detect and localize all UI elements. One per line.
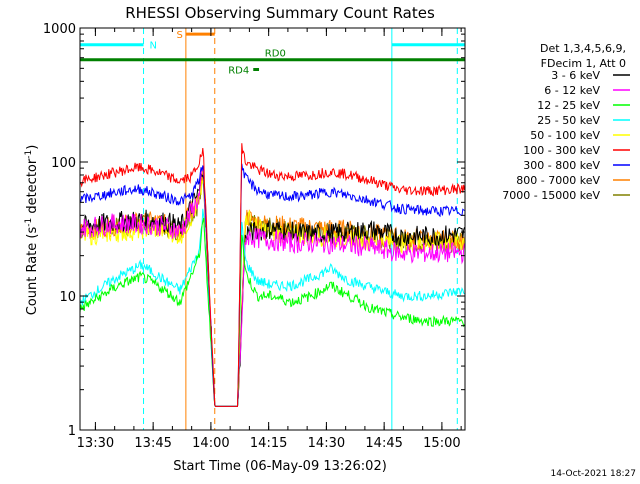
y-axis-label-end: ) bbox=[25, 145, 40, 150]
legend-label-1: 6 - 12 keV bbox=[544, 84, 600, 97]
flag-label-rd0: RD0 bbox=[265, 49, 286, 60]
legend-label-0: 3 - 6 keV bbox=[551, 69, 600, 82]
series-line-1 bbox=[79, 166, 465, 407]
flag-label-rd4: RD4 bbox=[228, 66, 249, 77]
y-axis-label-sup1: -1 bbox=[24, 218, 34, 227]
series-line-5 bbox=[79, 143, 465, 407]
x-tick-label-4: 14:30 bbox=[308, 436, 345, 451]
legend-label-6: 300 - 800 keV bbox=[523, 159, 600, 172]
legend-label-3: 25 - 50 keV bbox=[537, 114, 600, 127]
chart-title: RHESSI Observing Summary Count Rates bbox=[125, 4, 435, 22]
y-tick-label-0: 1 bbox=[68, 424, 76, 439]
y-axis-label: Count Rate (s-1 detector-1) bbox=[24, 145, 40, 316]
legend-label-5: 100 - 300 keV bbox=[523, 144, 600, 157]
series-line-2 bbox=[79, 217, 465, 407]
footer-timestamp: 14-Oct-2021 18:27 bbox=[551, 469, 636, 479]
legend-header-1: FDecim 1, Att 0 bbox=[541, 57, 626, 70]
legend-label-2: 12 - 25 keV bbox=[537, 99, 600, 112]
legend-header-0: Det 1,3,4,5,6,9, bbox=[540, 42, 626, 55]
flag-label-n: N bbox=[150, 41, 157, 52]
y-axis-label-main: Count Rate (s bbox=[25, 227, 40, 316]
y-tick-label-1: 10 bbox=[59, 290, 76, 305]
legend-label-4: 50 - 100 keV bbox=[530, 129, 600, 142]
x-tick-label-6: 15:00 bbox=[423, 436, 460, 451]
y-axis-label-sup2: -1 bbox=[24, 150, 34, 159]
legend-label-7: 800 - 7000 keV bbox=[516, 174, 600, 187]
x-tick-label-2: 14:00 bbox=[192, 436, 229, 451]
flag-label-s: S bbox=[177, 30, 183, 41]
y-axis-label-mid: detector bbox=[25, 158, 40, 218]
y-tick-label-2: 100 bbox=[51, 156, 76, 171]
y-tick-label-3: 1000 bbox=[43, 22, 76, 37]
x-tick-label-3: 14:15 bbox=[250, 436, 287, 451]
series-line-6 bbox=[79, 163, 465, 407]
legend-label-8: 7000 - 15000 keV bbox=[502, 189, 600, 202]
x-tick-label-5: 14:45 bbox=[365, 436, 402, 451]
x-tick-label-0: 13:30 bbox=[77, 436, 114, 451]
plot-frame bbox=[79, 27, 466, 431]
x-tick-label-1: 13:45 bbox=[134, 436, 171, 451]
x-axis-label: Start Time (06-May-09 13:26:02) bbox=[173, 459, 387, 474]
series-line-3 bbox=[79, 208, 465, 407]
